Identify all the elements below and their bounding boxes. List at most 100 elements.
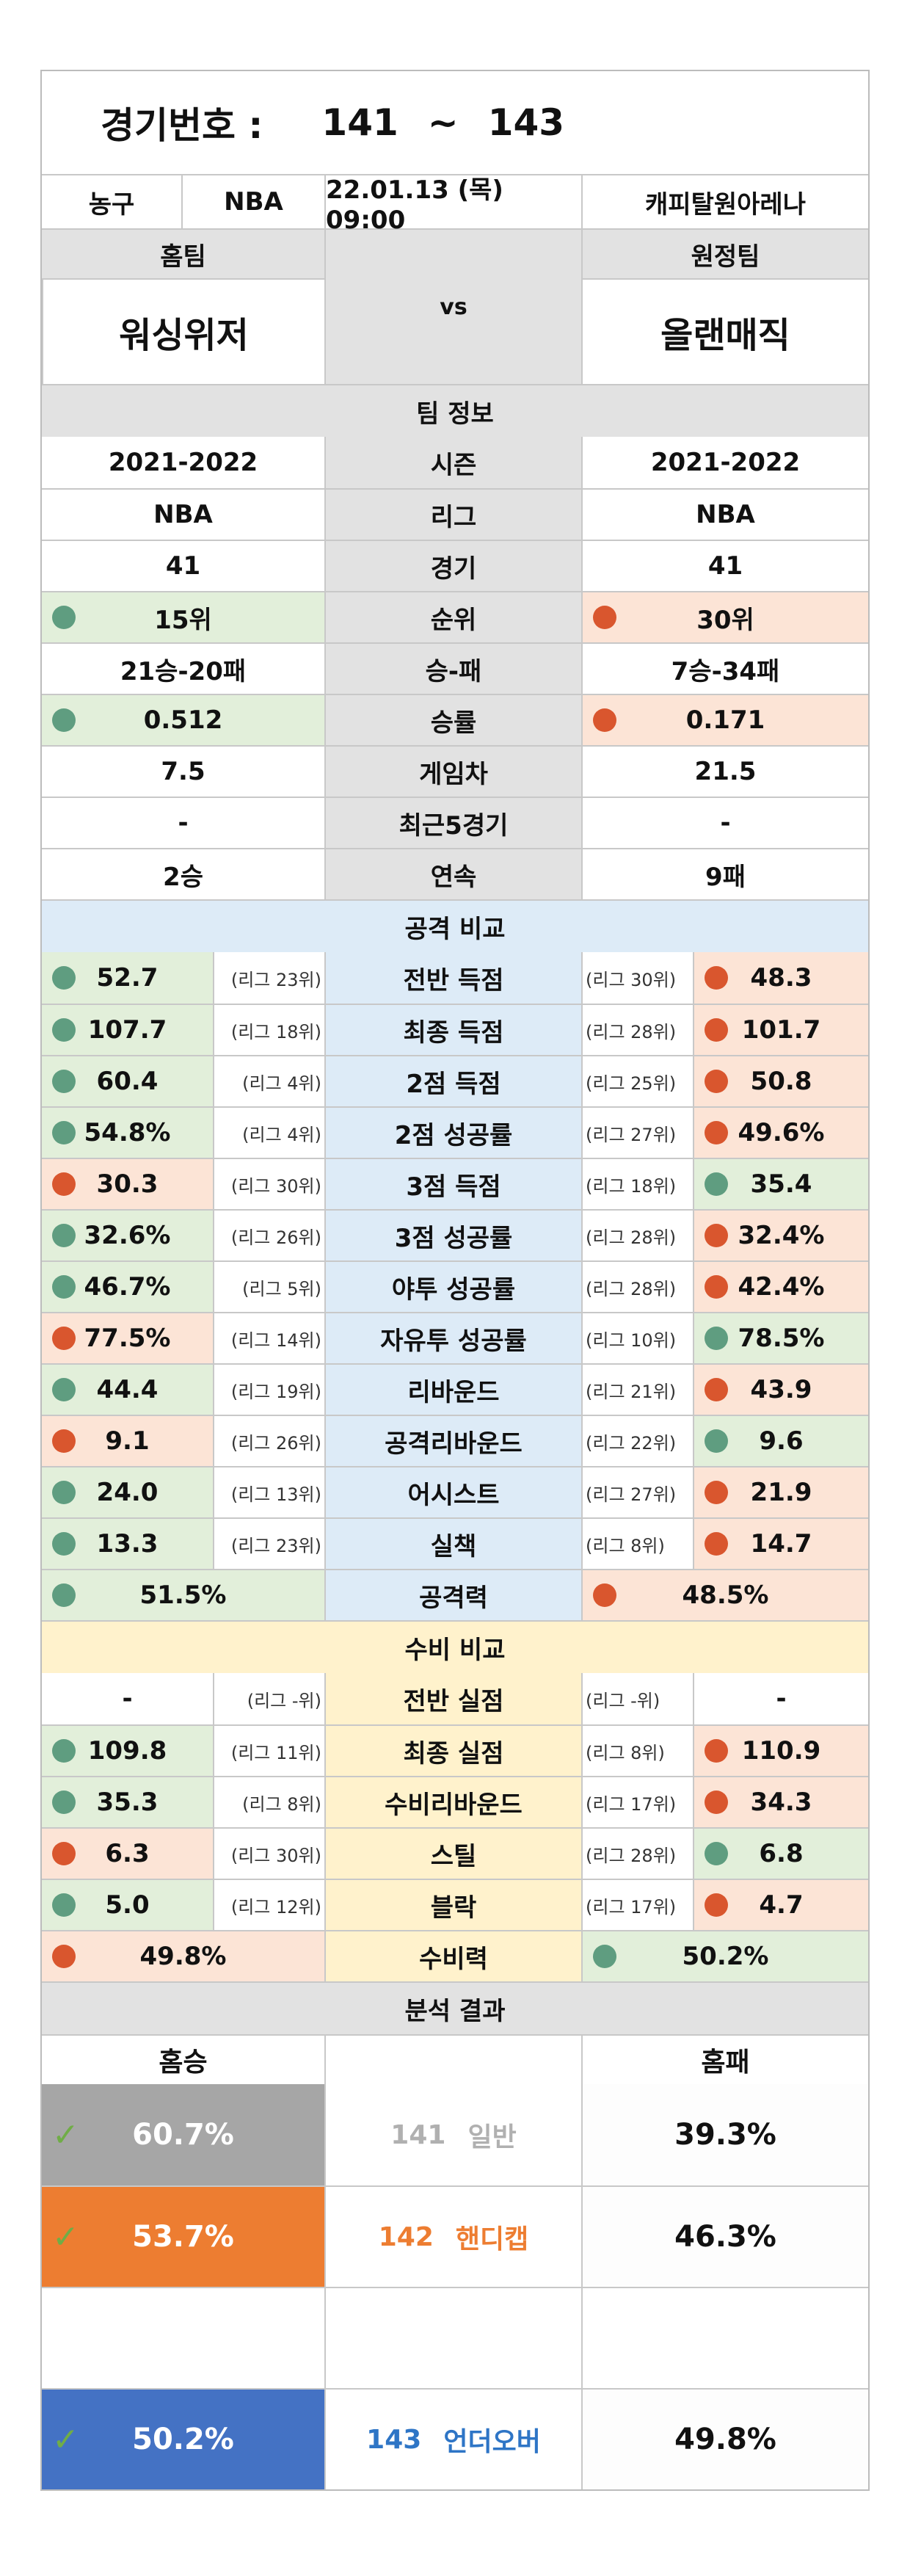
checkmark-icon: ✓	[52, 2420, 79, 2459]
attack-home-rank: (리그 23위)	[213, 1519, 324, 1569]
sport-cell: 농구	[88, 189, 135, 219]
attack-home-rank: (리그 4위)	[213, 1108, 324, 1158]
attack-home-value: 32.6%	[42, 1211, 213, 1260]
team-info-away-value: -	[581, 798, 868, 848]
team-info-label: 최근5경기	[324, 798, 581, 848]
attack-away-value: 49.6%	[693, 1108, 868, 1158]
attack-stat-label: 실책	[324, 1519, 581, 1569]
attack-power-label: 공격력	[324, 1570, 581, 1620]
analysis-home-loss-141: 39.3%	[581, 2084, 868, 2185]
status-dot	[52, 708, 76, 732]
team-info-away-value: 0.171	[581, 695, 868, 745]
analysis-blank	[324, 2036, 581, 2084]
team-info-label: 리그	[324, 490, 581, 540]
team-info-home-value: 2승	[163, 862, 203, 892]
attack-home-rank: (리그 13위)	[213, 1467, 324, 1517]
status-dot	[705, 1429, 728, 1453]
attack-stat-label: 어시스트	[324, 1467, 581, 1517]
status-dot	[52, 1327, 76, 1350]
status-dot	[705, 1842, 728, 1865]
attack-title: 공격 비교	[42, 901, 868, 952]
match-number-to: 143	[487, 101, 565, 144]
status-dot	[705, 1121, 728, 1144]
team-info-away-value: 41	[581, 541, 868, 591]
status-dot	[52, 1583, 76, 1607]
attack-away-value: 50.8	[693, 1056, 868, 1106]
attack-away-rank: (리그 28위)	[581, 1262, 693, 1312]
attack-home-value: 9.1	[42, 1416, 213, 1466]
defense-away-value: 34.3	[693, 1777, 868, 1827]
status-dot	[705, 1018, 728, 1042]
venue-cell: 캐피탈원아레나	[581, 175, 868, 228]
defense-stat-label: 스틸	[324, 1829, 581, 1879]
status-dot	[52, 1532, 76, 1556]
attack-away-value: 78.5%	[693, 1313, 868, 1363]
defense-stat-label: 블락	[324, 1880, 581, 1930]
team-info-home-value: 15위	[42, 592, 324, 642]
attack-away-value: 42.4%	[693, 1262, 868, 1312]
status-dot	[705, 1378, 728, 1401]
team-info-home-value: NBA	[153, 500, 213, 529]
away-team-name: 올랜매직	[660, 315, 790, 356]
defense-home-value: 109.8	[42, 1726, 213, 1776]
status-dot	[52, 1481, 76, 1504]
status-dot	[52, 1842, 76, 1865]
attack-away-rank: (리그 21위)	[581, 1365, 693, 1415]
defense-away-rank: (리그 17위)	[581, 1777, 693, 1827]
status-dot	[52, 606, 76, 629]
attack-away-rank: (리그 8위)	[581, 1519, 693, 1569]
attack-stat-label: 3점 성공률	[324, 1211, 581, 1260]
status-dot	[52, 1121, 76, 1144]
attack-away-rank: (리그 28위)	[581, 1005, 693, 1055]
attack-away-rank: (리그 27위)	[581, 1467, 693, 1517]
home-team-name: 워싱위저	[42, 280, 324, 384]
defense-away-rank: (리그 17위)	[581, 1880, 693, 1930]
defense-stat-label: 수비리바운드	[324, 1777, 581, 1827]
status-dot	[52, 1070, 76, 1093]
attack-away-rank: (리그 22위)	[581, 1416, 693, 1466]
match-sheet: 경기번호 : 141 ~ 143 농구 NBA 22.01.13 (목) 09:…	[40, 70, 870, 2491]
defense-power-label: 수비력	[324, 1931, 581, 1981]
defense-home-value: 6.3	[42, 1829, 213, 1879]
analysis-spacer-cell	[324, 2288, 581, 2388]
home-loss-label: 홈패	[581, 2036, 868, 2084]
match-number-label: 경기번호 :	[101, 104, 263, 147]
analysis-home-loss-142: 46.3%	[581, 2187, 868, 2287]
attack-stat-label: 자유투 성공률	[324, 1313, 581, 1363]
attack-home-rank: (리그 5위)	[213, 1262, 324, 1312]
attack-away-value: 9.6	[693, 1416, 868, 1466]
team-info-label: 연속	[324, 849, 581, 899]
attack-home-rank: (리그 30위)	[213, 1159, 324, 1209]
team-info-label: 승-패	[324, 644, 581, 694]
analysis-home-win-143: ✓ 50.2%	[42, 2390, 324, 2489]
status-dot	[705, 1172, 728, 1196]
match-number-header: 경기번호 : 141 ~ 143	[42, 71, 868, 174]
team-info-away-value: 7승-34패	[581, 644, 868, 694]
status-dot	[52, 966, 76, 990]
status-dot	[705, 1224, 728, 1247]
attack-stat-label: 2점 성공률	[324, 1108, 581, 1158]
analysis-bet-type-141: 141 일반	[324, 2084, 581, 2185]
attack-home-value: 60.4	[42, 1056, 213, 1106]
team-info-label: 순위	[324, 592, 581, 642]
home-team-label: 홈팀	[42, 230, 324, 280]
match-number-tilde: ~	[427, 101, 459, 144]
home-win-label: 홈승	[159, 2047, 208, 2078]
status-dot	[705, 1070, 728, 1093]
analysis-home-win-141: ✓ 60.7%	[42, 2084, 324, 2185]
attack-away-value: 35.4	[693, 1159, 868, 1209]
analysis-home-win-142: ✓ 53.7%	[42, 2187, 324, 2287]
defense-power-away: 50.2%	[581, 1931, 868, 1981]
team-info-home-value: 41	[165, 551, 201, 581]
status-dot	[705, 1327, 728, 1350]
attack-home-value: 77.5%	[42, 1313, 213, 1363]
team-info-label: 시즌	[324, 437, 581, 488]
attack-stat-label: 3점 득점	[324, 1159, 581, 1209]
vs-label: vs	[324, 230, 581, 384]
league-cell: NBA	[181, 175, 324, 228]
analysis-bet-type-143: 143 언더오버	[324, 2390, 581, 2489]
status-dot	[52, 1893, 76, 1917]
attack-away-rank: (리그 18위)	[581, 1159, 693, 1209]
analysis-bet-type-142: 142 핸디캡	[324, 2187, 581, 2287]
team-info-away-value: 21.5	[581, 747, 868, 797]
